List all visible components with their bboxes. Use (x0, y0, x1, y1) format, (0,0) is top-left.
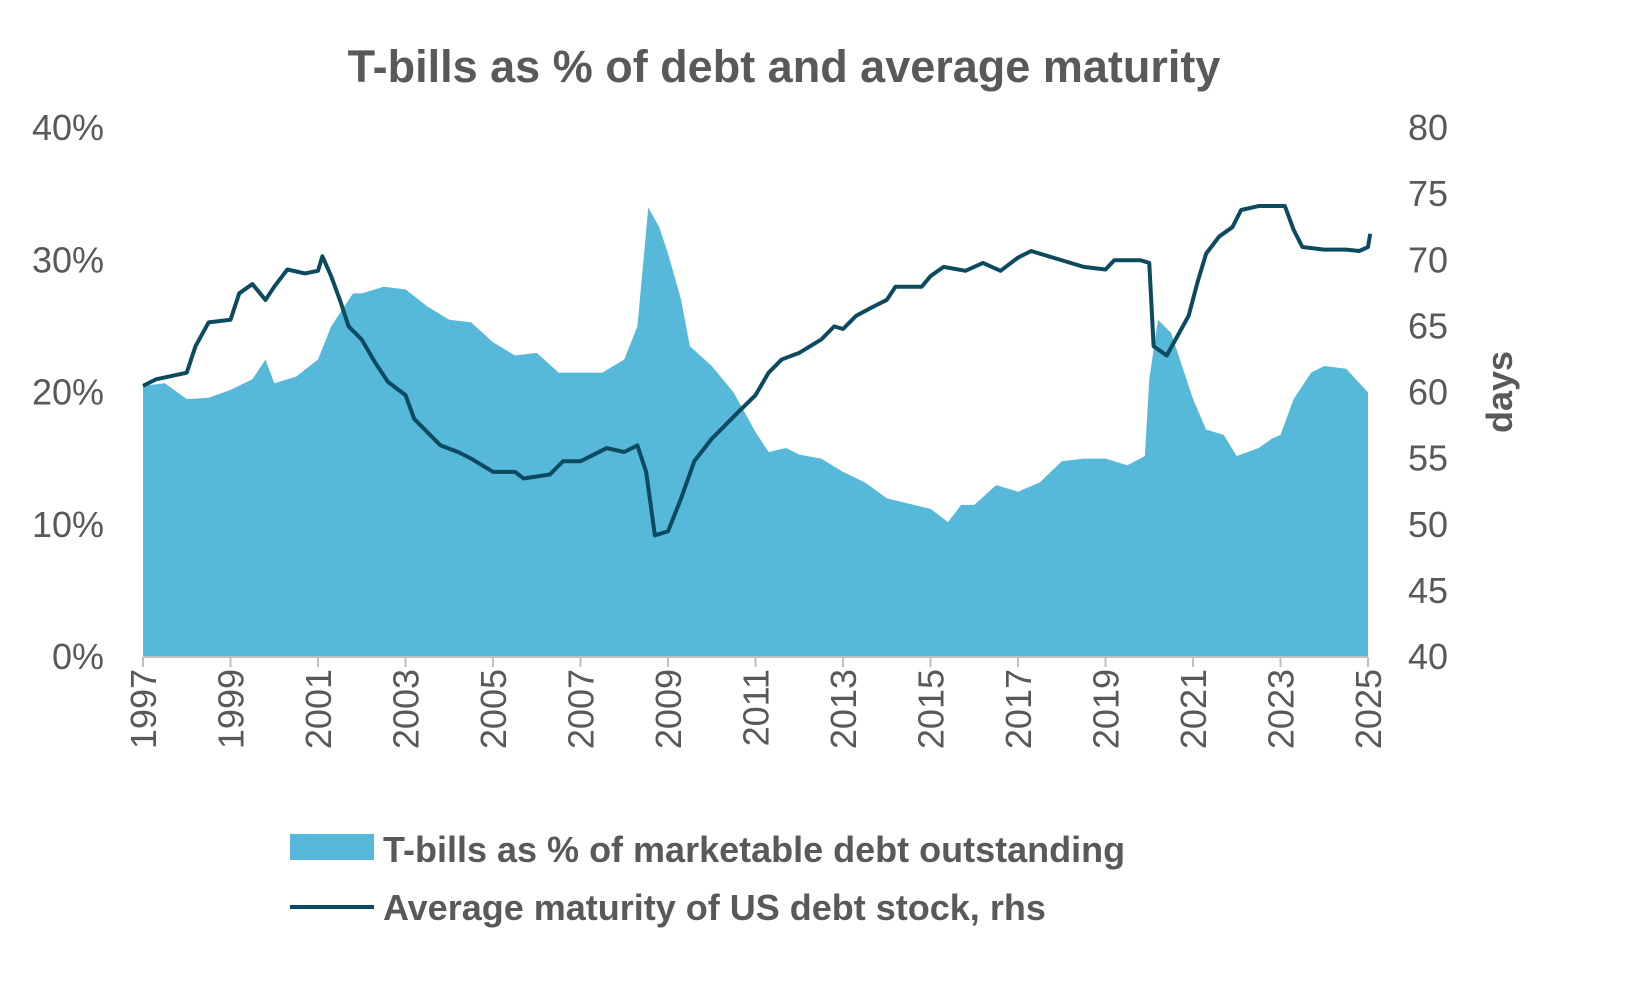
y-left-tick-label: 20% (32, 372, 104, 413)
legend-label-area: T-bills as % of marketable debt outstand… (383, 829, 1125, 870)
x-tick-label: 2019 (1086, 669, 1127, 749)
y-right-tick-label: 70 (1408, 239, 1448, 280)
y-left-tick-label: 40% (32, 107, 104, 148)
x-tick-label: 2023 (1261, 669, 1302, 749)
x-tick-label: 2009 (648, 669, 689, 749)
x-tick-label: 2013 (823, 669, 864, 749)
legend-label-line: Average maturity of US debt stock, rhs (383, 887, 1046, 928)
y-left-tick-label: 10% (32, 504, 104, 545)
x-tick-label: 2025 (1348, 669, 1389, 749)
y-right-tick-label: 75 (1408, 173, 1448, 214)
x-tick-label: 2001 (298, 669, 339, 749)
y-right-tick-label: 45 (1408, 570, 1448, 611)
chart-title: T-bills as % of debt and average maturit… (348, 41, 1221, 92)
x-tick-label: 2015 (911, 669, 952, 749)
y-right-tick-label: 80 (1408, 107, 1448, 148)
legend-swatch-area (290, 834, 374, 860)
plot-area (142, 204, 1373, 657)
y-right-tick-label: 50 (1408, 504, 1448, 545)
series-area (143, 207, 1368, 657)
x-tick-label: 2017 (998, 669, 1039, 749)
y-right-tick-label: 60 (1408, 372, 1448, 413)
x-tick-label: 2003 (386, 669, 427, 749)
y-left-tick-label: 30% (32, 239, 104, 280)
x-tick-label: 2005 (473, 669, 514, 749)
legend: T-bills as % of marketable debt outstand… (290, 829, 1125, 928)
axes: 0% 10% 20% 30% 40% 40 45 50 55 60 65 70 75 80 1997 1999… (32, 107, 1448, 749)
x-tick-label: 2007 (561, 669, 602, 749)
y-right-tick-label: 65 (1408, 305, 1448, 346)
x-tick-label: 2011 (736, 669, 777, 746)
y-left-tick-label: 0% (52, 636, 104, 677)
y-right-tick-label: 55 (1408, 438, 1448, 479)
y-right-label: days (1479, 351, 1520, 433)
x-tick-label: 2021 (1173, 669, 1214, 749)
series-line (142, 204, 1373, 538)
y-right-tick-label: 40 (1408, 636, 1448, 677)
x-tick-label: 1999 (211, 669, 252, 749)
x-tick-label: 1997 (123, 669, 164, 749)
